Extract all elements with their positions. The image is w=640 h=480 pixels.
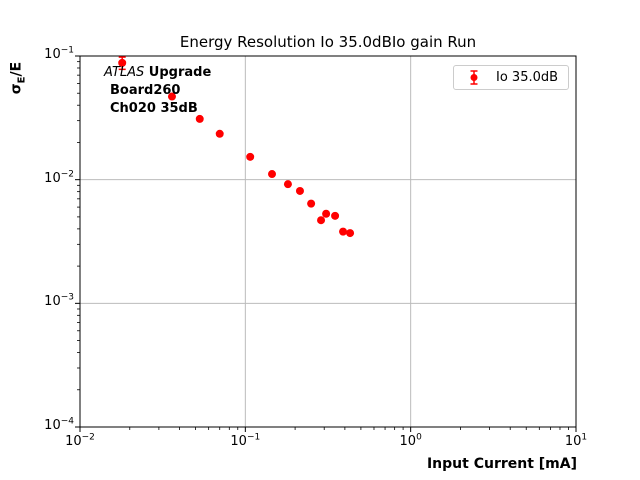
annotation-line: Board260 — [104, 82, 211, 100]
data-point — [331, 211, 340, 220]
annotation-text: Board260 — [110, 83, 181, 98]
annotation-text: Ch020 35dB — [110, 101, 198, 116]
y-tick-label: 10−2 — [44, 169, 74, 186]
y-axis-label: σE/E — [9, 62, 28, 94]
annotation-text: ATLAS — [104, 65, 145, 80]
annotation-line: Ch020 35dB — [104, 100, 211, 118]
annotation-atlas: ATLAS Upgrade Board260 Ch020 35dB — [104, 64, 211, 118]
chart-title: Energy Resolution Io 35.0dBIo gain Run — [179, 33, 477, 51]
data-point — [118, 58, 127, 67]
y-tick-label: 10−3 — [44, 293, 74, 310]
annotation-text: Upgrade — [144, 65, 212, 80]
y-tick-label: 10−4 — [44, 416, 74, 433]
y-tick-label: 10−1 — [44, 45, 74, 62]
data-point — [307, 199, 316, 208]
data-point — [283, 180, 292, 189]
legend: Io 35.0dB — [453, 65, 569, 90]
data-point — [346, 229, 355, 238]
x-tick-label: 10−1 — [230, 432, 261, 449]
axes-border — [79, 55, 577, 428]
legend-label: Io 35.0dB — [496, 70, 559, 85]
x-tick-label: 101 — [564, 432, 588, 449]
data-point — [268, 170, 277, 179]
data-point — [339, 227, 348, 236]
data-point — [246, 152, 255, 161]
data-point — [195, 114, 204, 123]
errorbar-marker-icon — [470, 70, 478, 85]
y-axis-label-subscript: E — [16, 76, 28, 84]
x-tick-label: 10−2 — [65, 432, 95, 449]
x-tick-label: 100 — [399, 432, 422, 449]
data-point — [317, 216, 326, 225]
data-point — [322, 209, 331, 218]
x-axis-label: Input Current [mA] — [426, 456, 577, 472]
data-point — [215, 129, 224, 138]
data-point — [295, 186, 304, 195]
annotation-line: ATLAS Upgrade — [104, 64, 211, 82]
data-point — [167, 92, 176, 101]
y-axis-label-suffix: /E — [8, 61, 25, 77]
y-axis-label-symbol: σ — [8, 83, 25, 95]
